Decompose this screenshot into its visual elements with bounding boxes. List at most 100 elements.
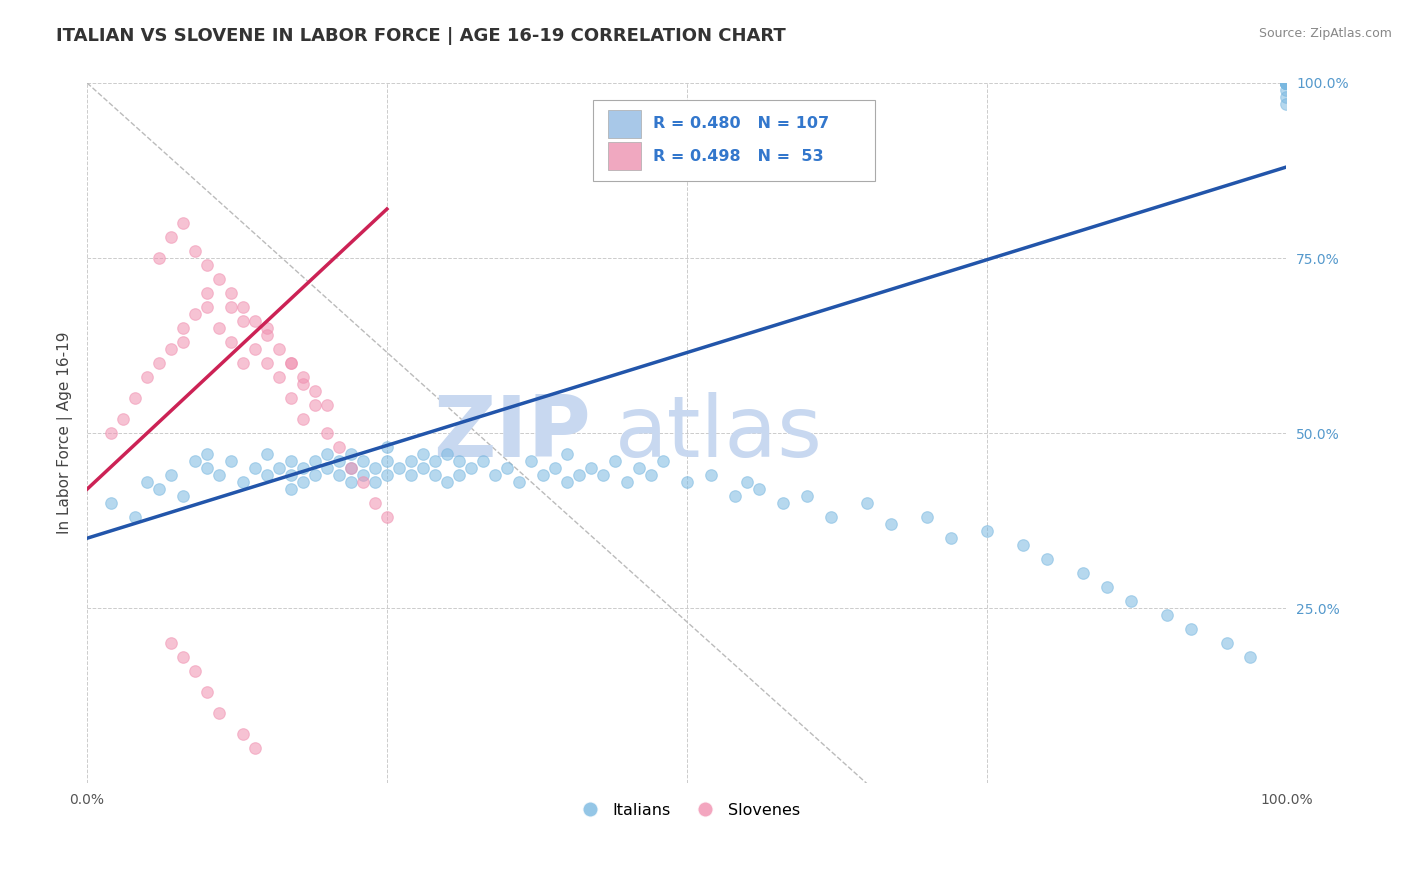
Point — [160, 342, 183, 356]
Point — [447, 454, 470, 468]
Point — [1275, 76, 1298, 90]
Point — [316, 447, 339, 461]
Point — [160, 230, 183, 244]
Point — [340, 475, 363, 490]
Point — [495, 461, 517, 475]
Point — [280, 391, 302, 405]
Point — [627, 461, 650, 475]
Point — [471, 454, 494, 468]
Point — [232, 475, 254, 490]
Point — [1275, 76, 1298, 90]
Point — [208, 321, 231, 335]
Point — [291, 461, 314, 475]
FancyBboxPatch shape — [607, 110, 641, 137]
Point — [1275, 76, 1298, 90]
Point — [112, 412, 135, 426]
Point — [1275, 76, 1298, 90]
Point — [772, 496, 794, 510]
Point — [340, 461, 363, 475]
Point — [375, 510, 398, 524]
Text: ZIP: ZIP — [433, 392, 591, 475]
Point — [1275, 76, 1298, 90]
Point — [520, 454, 543, 468]
Point — [184, 454, 207, 468]
Point — [256, 356, 278, 370]
Point — [195, 461, 218, 475]
Point — [820, 510, 842, 524]
Point — [1275, 76, 1298, 90]
Point — [256, 468, 278, 483]
Legend: Italians, Slovenes: Italians, Slovenes — [567, 797, 806, 824]
Text: Source: ZipAtlas.com: Source: ZipAtlas.com — [1258, 27, 1392, 40]
Point — [675, 475, 697, 490]
Point — [232, 356, 254, 370]
Point — [124, 391, 146, 405]
Point — [195, 258, 218, 272]
Point — [651, 454, 673, 468]
Point — [316, 461, 339, 475]
Point — [616, 475, 638, 490]
Point — [243, 314, 266, 328]
Point — [879, 517, 901, 532]
Point — [243, 461, 266, 475]
Y-axis label: In Labor Force | Age 16-19: In Labor Force | Age 16-19 — [58, 332, 73, 534]
Point — [1119, 594, 1142, 608]
Point — [436, 447, 458, 461]
Point — [364, 496, 387, 510]
Point — [1275, 76, 1298, 90]
Point — [148, 251, 170, 265]
Point — [1275, 83, 1298, 97]
Point — [184, 307, 207, 321]
Point — [280, 454, 302, 468]
Point — [136, 370, 159, 384]
Point — [352, 468, 374, 483]
Point — [340, 461, 363, 475]
Point — [1035, 552, 1057, 566]
Point — [219, 454, 242, 468]
Point — [531, 468, 554, 483]
Point — [568, 468, 591, 483]
Point — [291, 475, 314, 490]
Point — [1275, 76, 1298, 90]
Point — [375, 440, 398, 454]
Point — [232, 727, 254, 741]
Point — [243, 741, 266, 756]
Point — [1275, 90, 1298, 104]
Point — [1215, 636, 1237, 650]
Point — [484, 468, 506, 483]
Point — [172, 650, 194, 665]
Point — [172, 321, 194, 335]
Point — [256, 321, 278, 335]
Point — [304, 384, 326, 398]
Point — [388, 461, 411, 475]
Point — [592, 468, 614, 483]
Point — [280, 356, 302, 370]
Text: R = 0.498   N =  53: R = 0.498 N = 53 — [654, 149, 824, 164]
Point — [208, 468, 231, 483]
Point — [291, 370, 314, 384]
Point — [280, 482, 302, 496]
Point — [304, 398, 326, 412]
Point — [291, 377, 314, 392]
Point — [855, 496, 877, 510]
Point — [136, 475, 159, 490]
Point — [555, 447, 578, 461]
Point — [195, 300, 218, 314]
Point — [172, 489, 194, 503]
Point — [976, 524, 998, 539]
Point — [555, 475, 578, 490]
Point — [436, 475, 458, 490]
Point — [1180, 622, 1202, 636]
Point — [1275, 76, 1298, 90]
Point — [1275, 76, 1298, 90]
Point — [316, 398, 339, 412]
Point — [735, 475, 758, 490]
Point — [423, 454, 446, 468]
Point — [148, 482, 170, 496]
Point — [579, 461, 602, 475]
Point — [1275, 76, 1298, 90]
Point — [172, 335, 194, 350]
Point — [1275, 76, 1298, 90]
Point — [267, 461, 290, 475]
Point — [352, 454, 374, 468]
